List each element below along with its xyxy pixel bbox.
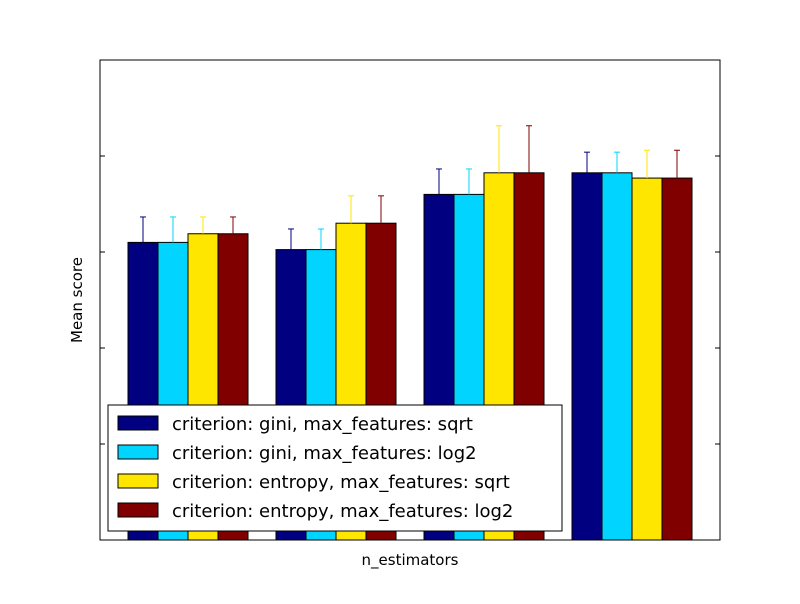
x-axis-label: n_estimators (362, 551, 459, 570)
axes-layer (99, 59, 721, 541)
legend-label-1: criterion: gini, max_features: sqrt (172, 414, 473, 435)
bar-s4-c4 (661, 177, 693, 541)
legend-label-2: criterion: gini, max_features: log2 (172, 443, 477, 464)
legend-label-4: criterion: entropy, max_features: log2 (172, 501, 513, 522)
legend-swatch-4 (117, 502, 159, 518)
legend-swatch-1 (117, 415, 159, 431)
legend-box (107, 404, 563, 532)
plot-frame (99, 59, 721, 541)
bar-s1-c4 (571, 172, 603, 541)
legend-swatch-2 (117, 444, 159, 460)
legend: criterion: gini, max_features: sqrt crite… (107, 404, 563, 532)
bar-s2-c4 (601, 172, 633, 541)
bar-s3-c4 (631, 177, 663, 541)
y-axis-label: Mean score (68, 257, 86, 343)
legend-label-3: criterion: entropy, max_features: sqrt (172, 472, 510, 493)
legend-swatch-3 (117, 473, 159, 489)
